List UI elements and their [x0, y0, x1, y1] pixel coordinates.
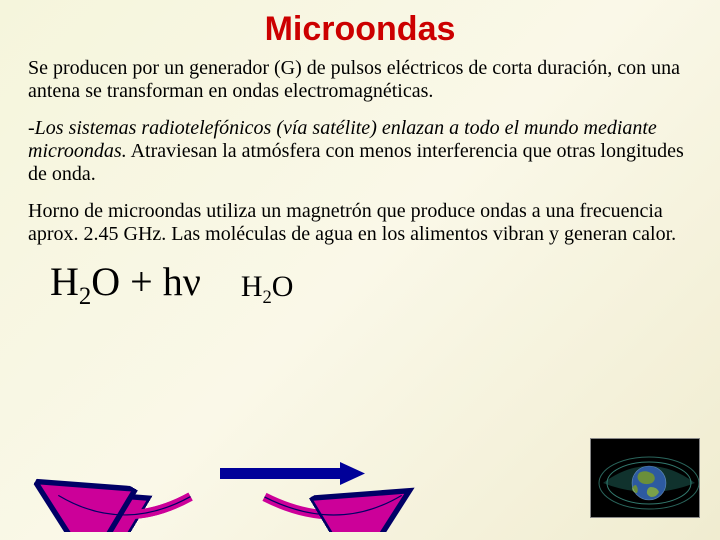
straight-arrow — [220, 462, 365, 485]
paragraph-2-rest: Atraviesan la atmósfera con menos interf… — [28, 140, 684, 185]
formula-right: H2O — [241, 270, 294, 309]
paragraph-1: Se producen por un generador (G) de puls… — [0, 53, 720, 113]
formula-row: H2O + hν H2O — [0, 256, 720, 311]
arrow-diagram — [30, 462, 450, 532]
paragraph-3: Horno de microondas utiliza un magnetrón… — [0, 196, 720, 256]
arrows-svg — [30, 462, 450, 532]
paragraph-2: -Los sistemas radiotelefónicos (vía saté… — [0, 113, 720, 196]
slide-title: Microondas — [0, 0, 720, 53]
earth-image — [590, 438, 700, 518]
earth-svg — [591, 439, 700, 518]
formula-left: H2O + hν — [50, 258, 201, 311]
